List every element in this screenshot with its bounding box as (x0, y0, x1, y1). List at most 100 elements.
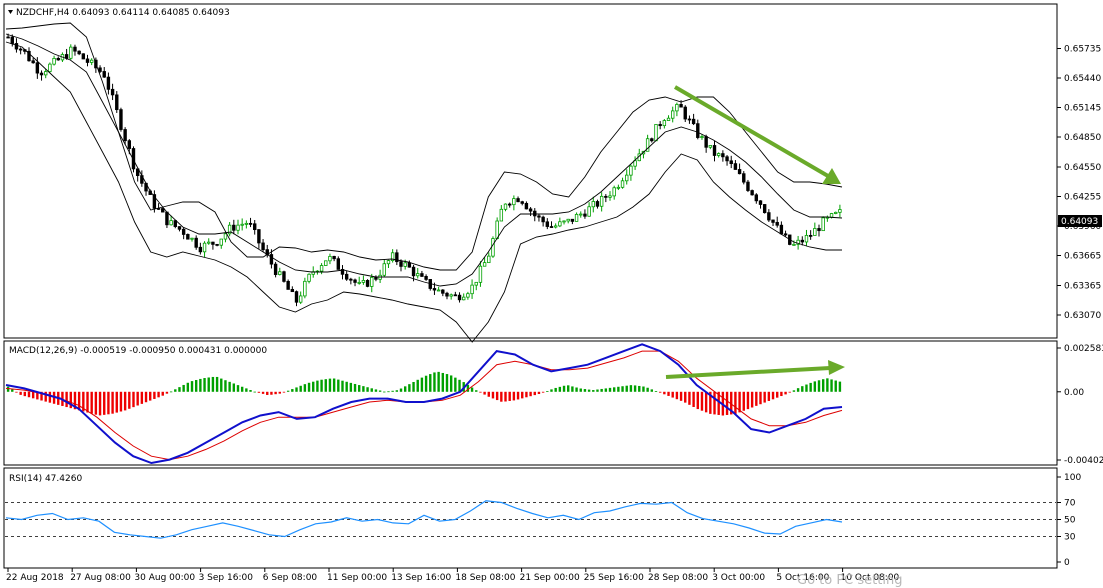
price-series (5, 22, 843, 343)
candle-body (599, 195, 604, 207)
candle-body (10, 36, 14, 44)
macd-histogram-bar (266, 391, 269, 395)
macd-histogram-bar (742, 391, 745, 411)
candle-body (750, 190, 754, 196)
candle-body (541, 216, 545, 223)
macd-histogram-bar (600, 388, 603, 392)
candle-body (838, 209, 842, 213)
macd-histogram-bar (73, 391, 77, 410)
candle-body (612, 187, 616, 197)
macd-histogram-bar (23, 391, 27, 397)
candle-body (215, 243, 219, 246)
candle-body (800, 239, 804, 243)
candle-body (708, 145, 713, 148)
candle-body (436, 289, 441, 292)
candle-body (457, 294, 462, 301)
macd-histogram-bar (533, 391, 536, 396)
macd-histogram-bar (140, 391, 144, 404)
macd-histogram-bar (107, 391, 110, 415)
candle-body (227, 224, 232, 235)
candle-body (282, 271, 286, 282)
macd-histogram-bar (270, 391, 273, 395)
watermark: Go to PC setting (797, 573, 902, 588)
candle-body (370, 277, 374, 287)
candle-body (537, 215, 541, 218)
candle-body (223, 233, 228, 240)
macd-histogram-bar (44, 391, 47, 402)
candle-body (675, 104, 679, 112)
macd-histogram-bar (454, 377, 457, 392)
candle-body (135, 168, 140, 177)
macd-histogram-bar (345, 381, 348, 392)
macd-histogram-bar (27, 391, 31, 398)
candle-body (64, 54, 69, 59)
candle-body (152, 194, 157, 209)
candle-body (595, 201, 600, 207)
candle-body (73, 46, 77, 52)
candle-body (817, 228, 821, 232)
macd-histogram-bar (424, 375, 428, 392)
candle-body (131, 148, 136, 170)
macd-histogram-bar (399, 388, 403, 392)
macd-histogram-bar (157, 391, 160, 398)
macd-histogram-bar (541, 391, 545, 393)
macd-histogram-bar (433, 372, 436, 392)
macd-histogram-bar (684, 391, 687, 403)
candle-body (737, 169, 742, 175)
candle-body (754, 194, 759, 202)
candle-body (119, 109, 123, 130)
candle-body (395, 252, 399, 263)
macd-histogram-bar (587, 389, 591, 392)
candle-body (177, 226, 182, 230)
candle-body (211, 241, 215, 245)
candle-body (298, 295, 303, 303)
candle-body (683, 106, 687, 120)
candle-body (466, 293, 470, 298)
macd-histogram-bar (370, 388, 373, 392)
macd-histogram-bar (495, 391, 499, 401)
macd-histogram-bar (441, 372, 445, 392)
macd-histogram-bar (579, 388, 582, 392)
macd-histogram-bar (358, 385, 361, 392)
macd-histogram-bar (512, 391, 516, 401)
macd-histogram-bar (625, 385, 628, 392)
macd-histogram-bar (412, 381, 415, 392)
collapse-triangle-icon[interactable] (8, 10, 13, 14)
candle-body (85, 58, 90, 63)
rsi-title: RSI(14) 47.4260 (9, 474, 82, 484)
candle-body (516, 198, 520, 203)
candle-body (432, 288, 437, 291)
candle-body (445, 292, 449, 297)
macd-histogram-bar (838, 381, 842, 392)
macd-histogram-bar (312, 381, 315, 392)
time-tick-label: 21 Sep 00:00 (520, 573, 580, 583)
macd-histogram-bar (500, 391, 503, 402)
macd-histogram-bar (366, 387, 369, 392)
macd-histogram-bar (123, 391, 127, 411)
price-tick-label: 0.64255 (1064, 193, 1101, 203)
candle-body (645, 138, 650, 152)
macd-histogram-bar (700, 391, 704, 411)
candle-body (18, 48, 23, 51)
candle-body (620, 180, 625, 188)
candle-body (127, 140, 132, 149)
candle-body (273, 263, 278, 275)
candle-body (328, 255, 332, 262)
macd-histogram-bar (115, 391, 118, 413)
macd-histogram-bar (274, 391, 277, 395)
macd-divergence-arrow (665, 360, 845, 379)
candle-body (403, 262, 407, 267)
macd-histogram-bar (826, 378, 829, 392)
macd-histogram-bar (337, 379, 340, 392)
macd-histogram-bar (136, 391, 139, 406)
macd-histogram-bar (821, 379, 825, 392)
macd-histogram-bar (483, 391, 486, 395)
macd-histogram-bar (696, 391, 699, 410)
candle-body (474, 281, 478, 286)
candle-body (733, 163, 738, 170)
macd-histogram-bar (215, 376, 219, 392)
macd-histogram-bar (408, 384, 411, 392)
macd-histogram-bar (190, 381, 194, 392)
macd-histogram-bar (186, 382, 190, 392)
macd-histogram-bar (391, 390, 394, 392)
